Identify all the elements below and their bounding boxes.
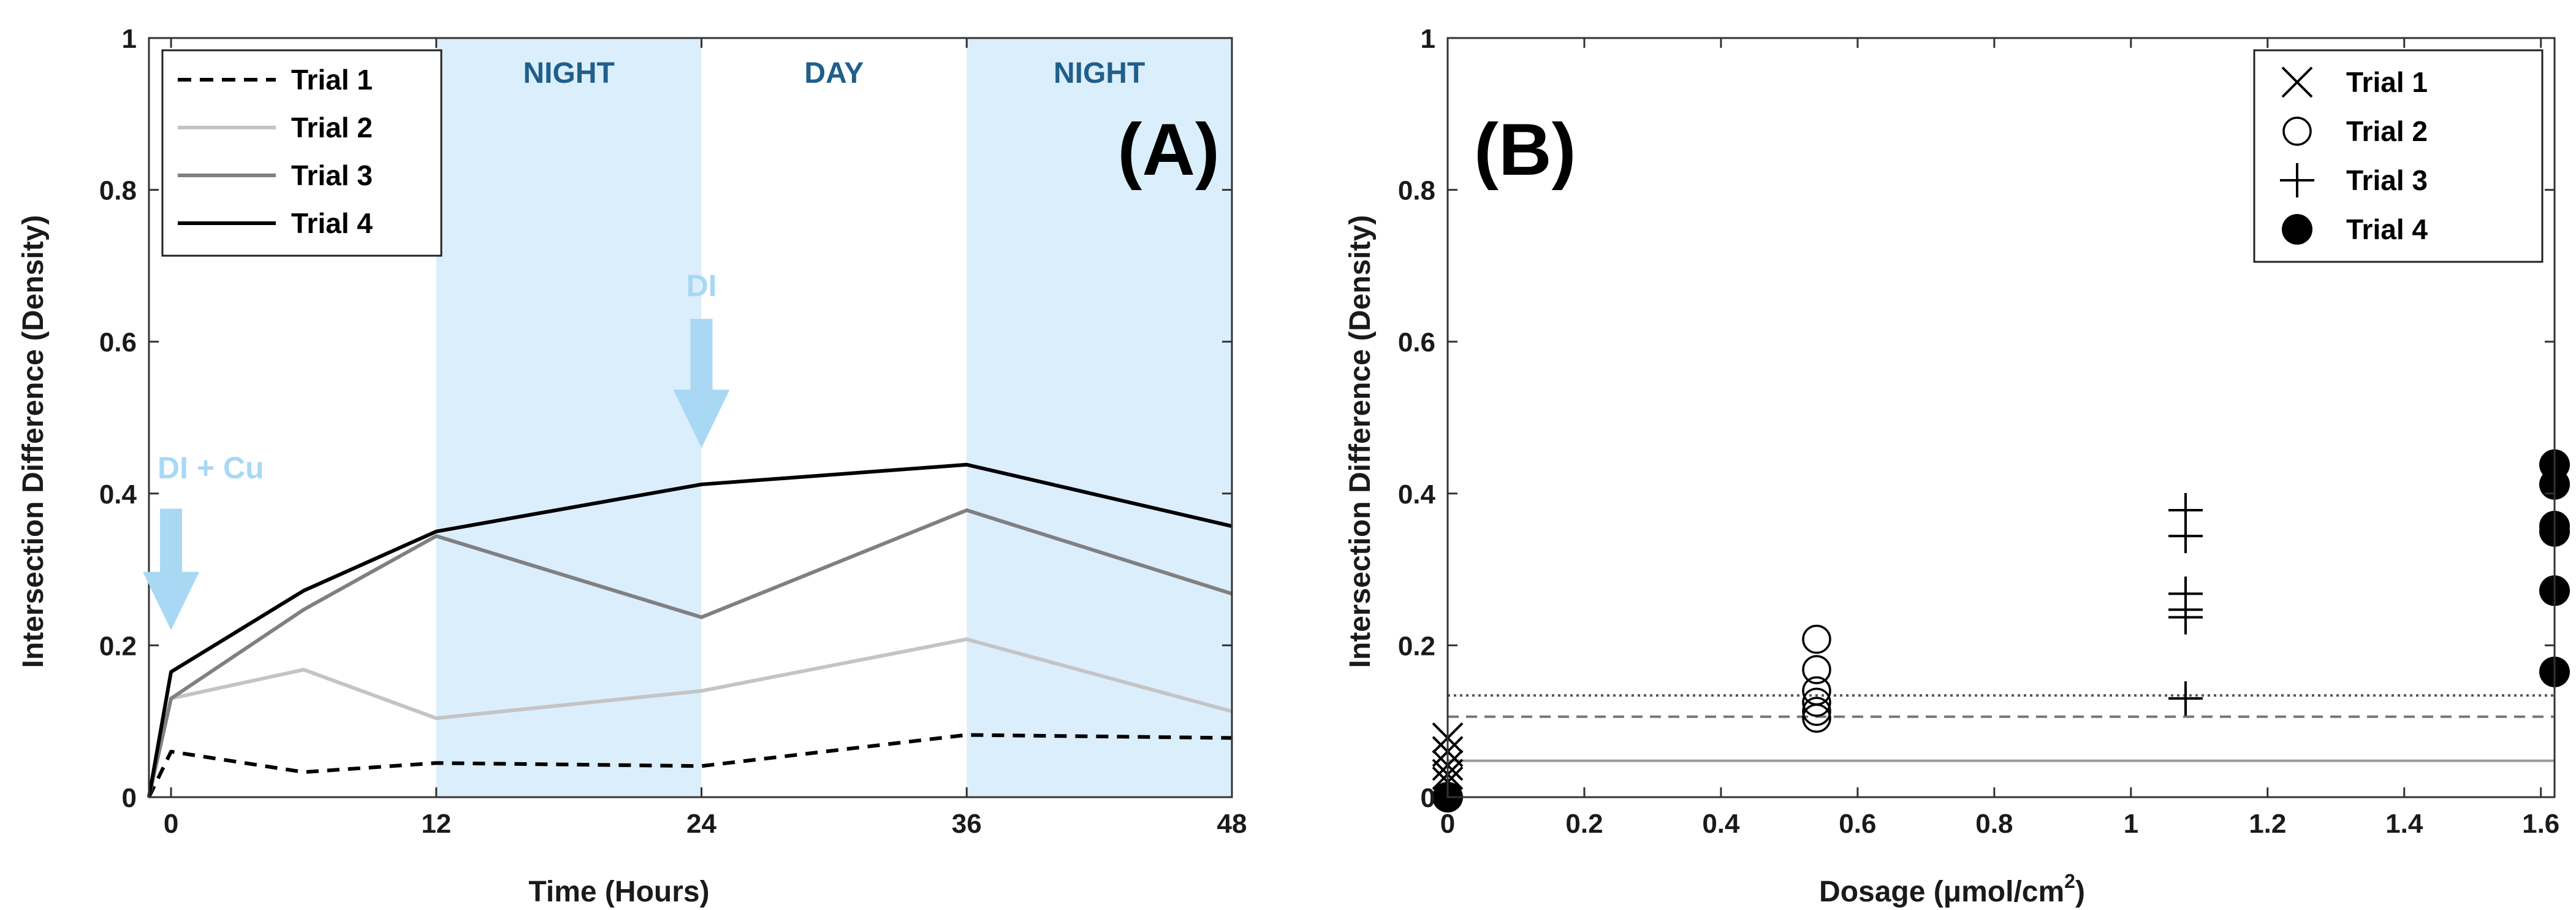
y-tick-label: 0.4 xyxy=(99,480,137,510)
y-tick-label: 0.6 xyxy=(99,327,137,358)
series-line-trial-3 xyxy=(147,508,1233,798)
x-tick-label: 1.2 xyxy=(2249,809,2286,839)
annotation-label: DI xyxy=(686,269,717,303)
annotation-label: DI + Cu xyxy=(158,451,264,485)
x-tick-label: 1.4 xyxy=(2385,809,2423,839)
x-tick-label: 1.6 xyxy=(2522,809,2559,839)
legend-label: Trial 1 xyxy=(291,64,373,96)
band-label-day: DAY xyxy=(804,57,864,90)
x-tick-label: 0.4 xyxy=(1702,809,1740,839)
legend-label: Trial 3 xyxy=(291,159,373,191)
legend-label: Trial 4 xyxy=(291,207,373,239)
x-tick-label: 12 xyxy=(421,809,451,839)
y-tick-label: 1 xyxy=(1421,24,1435,54)
legend-marker xyxy=(2281,66,2313,98)
night-band xyxy=(967,38,1232,797)
x-tick-label: 48 xyxy=(1217,809,1247,839)
legend-label: Trial 2 xyxy=(2346,115,2428,147)
x-tick-label: 0.2 xyxy=(1565,809,1603,839)
y-tick-label: 0 xyxy=(1421,783,1435,813)
x-tick-label: 1 xyxy=(2124,809,2138,839)
legend-marker xyxy=(2280,163,2314,197)
panel-b-chart: 0 0.2 0.4 0.6 0.8 1 1.2 1.4 1.6 0 0.2 0.4 0.6 0.8 1 Tr… xyxy=(1344,24,2570,908)
band-label-night: NIGHT xyxy=(1054,57,1145,90)
x-tick-label: 36 xyxy=(952,809,982,839)
y-tick-label: 0.8 xyxy=(1398,176,1435,206)
x-tick-label: 0 xyxy=(1440,809,1455,839)
data-point-trial-2 xyxy=(1802,655,1831,684)
panel-b-label: (B) xyxy=(1474,109,1576,191)
data-point-trial-2 xyxy=(1802,624,1831,654)
y-tick-label: 0.2 xyxy=(1398,631,1435,661)
y-tick-label: 0.6 xyxy=(1398,327,1435,358)
y-tick-label: 0.4 xyxy=(1398,480,1436,510)
annotation-arrow xyxy=(143,508,200,630)
data-point-trial-2 xyxy=(1802,687,1831,717)
x-tick-label: 0 xyxy=(164,809,178,839)
legend-label: Trial 4 xyxy=(2346,213,2428,245)
series-line-trial-4 xyxy=(147,462,1233,798)
panel-a-x-axis-label: Time (Hours) xyxy=(528,876,709,908)
x-tick-label: 0.6 xyxy=(1839,809,1876,839)
y-tick-label: 0.8 xyxy=(99,176,137,206)
band-label-night: NIGHT xyxy=(523,57,614,90)
data-point-trial-2 xyxy=(1802,703,1831,733)
panel-a-axes-frame xyxy=(148,37,1233,798)
panel-a-label: (A) xyxy=(1117,109,1220,191)
data-point-trial-3 xyxy=(2168,600,2203,635)
y-tick-label: 1 xyxy=(122,24,137,54)
panel-b-x-axis-label: Dosage (μmol/cm2) xyxy=(1819,870,2085,908)
x-tick-label: 24 xyxy=(686,809,716,839)
panel-a-chart: NIGHT DAY NIGHT 0 12 24 36 48 0 0.2 0.4 0.6 0.8 1 DI… xyxy=(17,24,1247,908)
series-line-trial-1 xyxy=(147,733,1233,798)
data-point-trial-3 xyxy=(2168,681,2203,716)
legend-label: Trial 1 xyxy=(2346,66,2428,98)
y-tick-label: 0.2 xyxy=(99,631,137,661)
panel-b-axes-frame xyxy=(1446,37,2556,798)
panel-a-y-axis-label: Intersection Difference (Density) xyxy=(17,215,50,668)
annotation-arrow xyxy=(673,319,730,448)
legend-marker xyxy=(2282,214,2312,245)
y-tick-label: 0 xyxy=(122,783,137,813)
legend-label: Trial 2 xyxy=(291,112,373,143)
night-band xyxy=(436,38,702,797)
panel-b-y-axis-label: Intersection Difference (Density) xyxy=(1344,215,1377,668)
data-point-trial-3 xyxy=(2168,519,2203,554)
data-point-trial-2 xyxy=(1802,697,1831,726)
legend-marker xyxy=(2282,117,2312,146)
legend-label: Trial 3 xyxy=(2346,164,2428,196)
x-tick-label: 0.8 xyxy=(1975,809,2013,839)
